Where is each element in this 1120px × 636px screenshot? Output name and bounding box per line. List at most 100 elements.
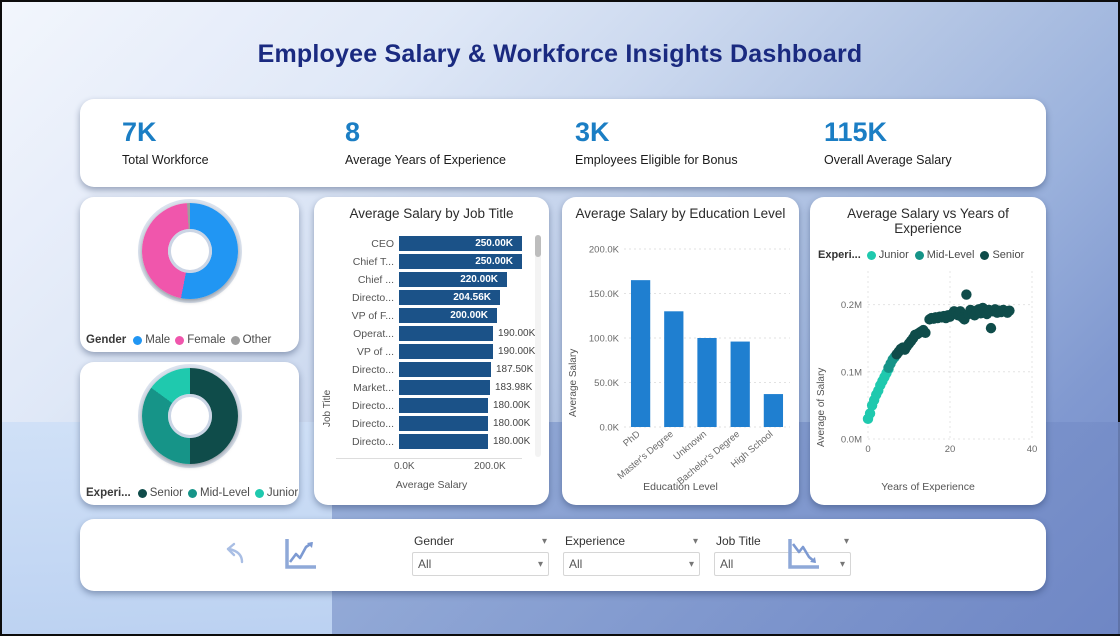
experience-donut-chart[interactable] — [80, 368, 299, 464]
bar-row[interactable]: Directo... 187.50K — [336, 361, 533, 378]
column-bar[interactable] — [664, 311, 684, 427]
bar-fill[interactable] — [399, 272, 507, 287]
donut-ring[interactable] — [141, 203, 238, 299]
bar-row[interactable]: VP of F... 200.00K — [336, 307, 522, 324]
undo-arrow-icon[interactable] — [220, 537, 254, 576]
bar-fill[interactable] — [399, 326, 493, 341]
bar-track: 187.50K — [399, 362, 533, 377]
line-chart-up-icon[interactable] — [282, 535, 320, 578]
slicer-dropdown[interactable]: All ▾ — [563, 552, 700, 576]
column-bar[interactable] — [730, 341, 750, 427]
bar-row[interactable]: Chief T... 250.00K — [336, 253, 522, 270]
bar-fill[interactable] — [399, 398, 488, 413]
slicer-header[interactable]: Experience ▾ — [563, 534, 700, 552]
salary-vs-experience-panel: Average Salary vs Years of Experience Ex… — [810, 197, 1046, 505]
bar-row[interactable]: Directo... 204.56K — [336, 289, 522, 306]
chevron-down-icon[interactable]: ▾ — [843, 535, 849, 547]
legend-title: Experi... — [818, 249, 861, 261]
legend-item-junior[interactable]: Junior — [254, 487, 299, 499]
bar-row[interactable]: VP of ... 190.00K — [336, 343, 535, 360]
column-bar[interactable] — [697, 338, 717, 427]
experience-donut-panel[interactable]: Experi... Senior Mid-Level Junior — [80, 362, 299, 505]
legend-swatch — [254, 488, 264, 498]
scatter-point[interactable] — [864, 408, 876, 419]
slicer-value: All — [569, 557, 583, 571]
gender-donut-panel[interactable]: Gender Male Female Other — [80, 197, 299, 352]
y-tick-label: 100.0K — [589, 334, 620, 345]
scatter-point[interactable] — [985, 322, 997, 334]
bar-rows[interactable]: CEO 250.00K Chief T... 250.00K Chief ... 220.… — [336, 235, 535, 451]
y-tick-label: 0.1M — [841, 367, 862, 378]
gender-donut-chart[interactable] — [80, 203, 299, 299]
slicer-dropdown[interactable]: All ▾ — [412, 552, 549, 576]
slicer-dropdown[interactable]: All ▾ — [714, 552, 851, 576]
chevron-down-icon[interactable]: ▾ — [839, 558, 845, 570]
legend-label: Junior — [878, 249, 909, 261]
chevron-down-icon[interactable]: ▾ — [537, 558, 543, 570]
legend-item-senior[interactable]: Senior — [980, 249, 1024, 261]
chevron-down-icon[interactable]: ▾ — [688, 558, 694, 570]
bar-value-label: 190.00K — [498, 328, 536, 339]
bar-fill[interactable] — [399, 308, 497, 323]
legend-item-male[interactable]: Male — [133, 334, 170, 346]
chevron-down-icon[interactable]: ▾ — [541, 535, 547, 547]
bar-value-label: 180.00K — [493, 400, 531, 411]
bar-row[interactable]: Operat... 190.00K — [336, 325, 535, 342]
legend-item-mid-level[interactable]: Mid-Level — [914, 249, 975, 261]
column-bar[interactable] — [763, 394, 784, 427]
slicer-label: Experience — [565, 534, 626, 548]
slicer-gender[interactable]: Gender ▾ All ▾ — [412, 534, 549, 576]
bar-fill[interactable] — [399, 254, 522, 269]
legend-item-female[interactable]: Female — [175, 334, 226, 346]
scatter-point[interactable] — [961, 289, 972, 300]
scatter-point[interactable] — [920, 327, 931, 339]
column-bar[interactable] — [630, 280, 651, 427]
legend-swatch — [137, 488, 147, 498]
bar-fill[interactable] — [399, 236, 522, 251]
bar-row[interactable]: CEO 250.00K — [336, 235, 522, 252]
donut-ring[interactable] — [141, 368, 238, 464]
scrollbar-thumb[interactable] — [535, 235, 541, 257]
bar-value-label: 183.98K — [495, 382, 533, 393]
bar-fill[interactable] — [399, 434, 488, 449]
legend-item-senior[interactable]: Senior — [137, 487, 183, 499]
kpi-total-workforce: 7K Total Workforce — [122, 117, 209, 167]
bar-fill[interactable] — [399, 380, 490, 395]
bar-y-axis-title: Job Title — [322, 389, 333, 427]
legend-label: Junior — [266, 487, 299, 499]
bar-fill[interactable] — [399, 344, 493, 359]
kpi-strip: 7K Total Workforce 8 Average Years of Ex… — [80, 99, 1046, 187]
bar-row[interactable]: Market... 183.98K — [336, 379, 532, 396]
slicer-header[interactable]: Job Title ▾ — [714, 534, 851, 552]
line-chart-down-icon[interactable] — [785, 535, 823, 578]
slicer-value: All — [418, 557, 432, 571]
bar-fill[interactable] — [399, 290, 500, 305]
x-tick-label: 0 — [865, 444, 870, 455]
slicer-experience[interactable]: Experience ▾ All ▾ — [563, 534, 700, 576]
slicer-header[interactable]: Gender ▾ — [412, 534, 549, 552]
legend-item-other[interactable]: Other — [230, 334, 271, 346]
bar-row[interactable]: Directo... 180.00K — [336, 415, 530, 432]
bar-category-label: Directo... — [351, 399, 394, 412]
legend-label: Mid-Level — [926, 249, 975, 261]
bar-row[interactable]: Directo... 180.00K — [336, 433, 530, 450]
chevron-down-icon[interactable]: ▾ — [692, 535, 698, 547]
slicer-job-title[interactable]: Job Title ▾ All ▾ — [714, 534, 851, 576]
bar-chart-scrollbar[interactable] — [535, 235, 541, 457]
bar-fill[interactable] — [399, 416, 488, 431]
bar-track: 200.00K — [399, 308, 522, 323]
legend-item-mid-level[interactable]: Mid-Level — [188, 487, 250, 499]
legend-swatch — [914, 250, 924, 260]
bar-row[interactable]: Chief ... 220.00K — [336, 271, 522, 288]
bar-value-label: 200.00K — [450, 310, 488, 321]
kpi-label: Total Workforce — [122, 153, 209, 167]
bar-track: 250.00K — [399, 236, 522, 251]
salary-experience-scatter[interactable]: 0 20 40 0.0M 0.1M 0.2M — [810, 263, 1046, 481]
bar-category-label: Directo... — [351, 291, 394, 304]
page-title: Employee Salary & Workforce Insights Das… — [257, 40, 863, 68]
legend-item-junior[interactable]: Junior — [866, 249, 909, 261]
bar-row[interactable]: Directo... 180.00K — [336, 397, 530, 414]
scatter-point[interactable] — [1004, 305, 1015, 316]
bar-fill[interactable] — [399, 362, 491, 377]
